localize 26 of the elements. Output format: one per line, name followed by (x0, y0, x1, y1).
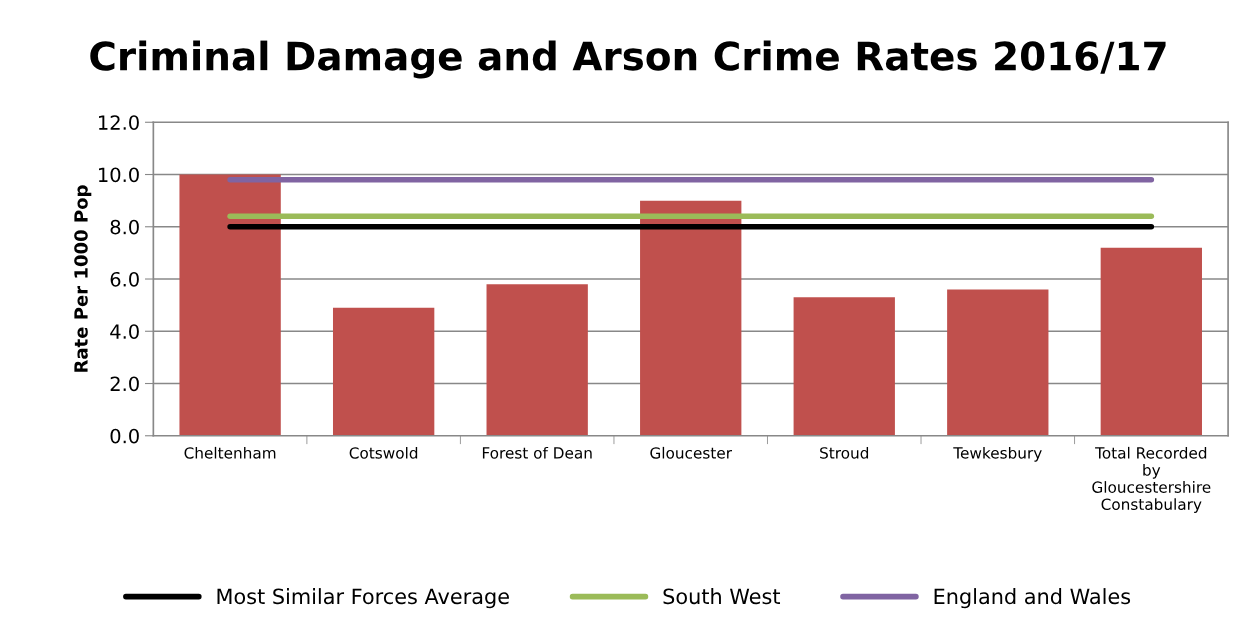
bar (640, 200, 742, 436)
y-tick-label: 6.0 (110, 271, 139, 287)
bar (793, 297, 895, 436)
chart-title: Criminal Damage and Arson Crime Rates 2016/17 (90, 40, 1166, 79)
x-tick-label: Cotswold (349, 446, 418, 459)
bar (332, 307, 435, 436)
bar (486, 284, 588, 436)
y-tick-label: 12.0 (99, 115, 139, 130)
legend-label: Most Similar Forces Average (217, 588, 509, 609)
y-tick-label: 0.0 (110, 428, 139, 444)
x-tick-label: Gloucester (650, 446, 732, 459)
y-tick-label: 8.0 (110, 219, 139, 235)
y-tick-label: 2.0 (110, 376, 139, 392)
y-tick-label: 10.0 (99, 167, 139, 183)
legend-label: South West (663, 588, 781, 605)
x-tick-label: Cheltenham (184, 446, 276, 459)
y-axis-title: Rate Per 1000 Pop (74, 185, 92, 372)
bar (947, 289, 1049, 436)
bar (179, 174, 281, 436)
x-tick-label: Tewkesbury (953, 446, 1042, 462)
x-tick-label: Forest of Dean (482, 446, 592, 459)
x-tick-label: Stroud (820, 446, 869, 459)
legend-label: England and Wales (934, 588, 1131, 609)
x-tick-label: Total Recorded by Gloucestershire Constabulary (1092, 446, 1211, 513)
bar (1100, 247, 1202, 436)
y-tick-label: 4.0 (110, 324, 139, 339)
